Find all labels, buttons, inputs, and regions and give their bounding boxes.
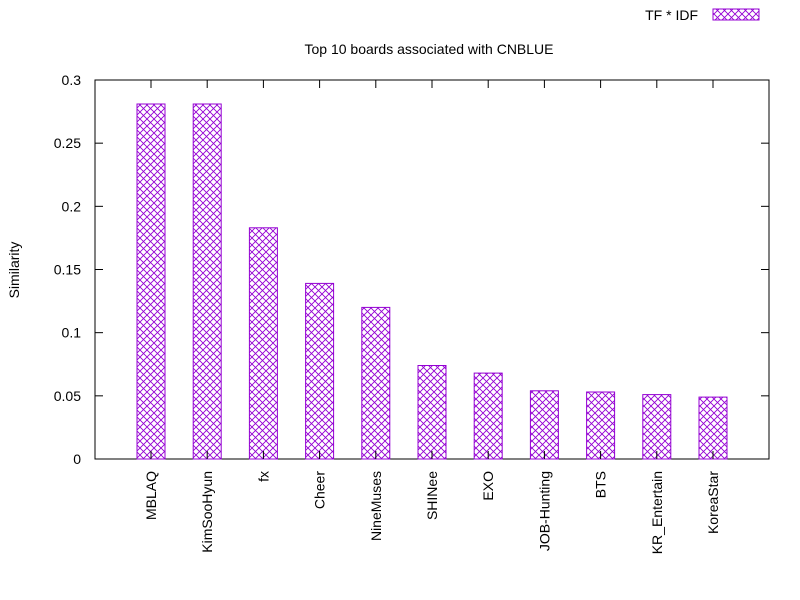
y-tick-label: 0.25 [54, 135, 81, 151]
x-tick-label: KoreaStar [705, 471, 721, 534]
y-tick-label: 0 [73, 451, 81, 467]
y-tick-label: 0.15 [54, 262, 81, 278]
legend-swatch [712, 8, 760, 21]
bar-koreastar [698, 396, 728, 460]
y-tick-label: 0.2 [62, 198, 82, 214]
bar-kr-entertain [642, 394, 672, 460]
x-tick-label: Cheer [312, 471, 328, 509]
x-tick-label: SHINee [424, 471, 440, 520]
x-tick-label: fx [255, 471, 271, 482]
x-tick-label: NineMuses [368, 471, 384, 541]
bar-cheer [305, 282, 335, 460]
y-axis-ticks: 0 0.05 0.1 0.15 0.2 0.25 0.3 [54, 72, 769, 467]
y-tick-label: 0.3 [62, 72, 82, 88]
bar-bts [586, 391, 616, 460]
bar-mblaq [136, 103, 166, 460]
x-tick-label: BTS [593, 471, 609, 498]
legend-label: TF * IDF [645, 7, 698, 23]
bar-job-hunting [529, 390, 559, 460]
y-axis-label: Similarity [6, 242, 22, 299]
y-tick-label: 0.05 [54, 388, 81, 404]
y-tick-label: 0.1 [62, 325, 82, 341]
bar-shinee [417, 365, 447, 460]
bar-exo [473, 372, 503, 460]
x-axis-ticks: MBLAQ KimSooHyun fx Cheer NineMuses SHINee EXO… [143, 80, 721, 554]
bar-ninemuses [361, 306, 391, 460]
legend: TF * IDF [645, 7, 760, 23]
x-tick-label: EXO [480, 471, 496, 501]
x-tick-label: KimSooHyun [199, 471, 215, 553]
bar-fx [248, 227, 278, 460]
x-tick-label: JOB-Hunting [536, 471, 552, 551]
x-tick-label: MBLAQ [143, 471, 159, 520]
chart-title: Top 10 boards associated with CNBLUE [304, 41, 553, 57]
bar-kimsoohyun [192, 103, 222, 460]
x-tick-label: KR_Entertain [649, 471, 665, 554]
bars [136, 103, 728, 460]
